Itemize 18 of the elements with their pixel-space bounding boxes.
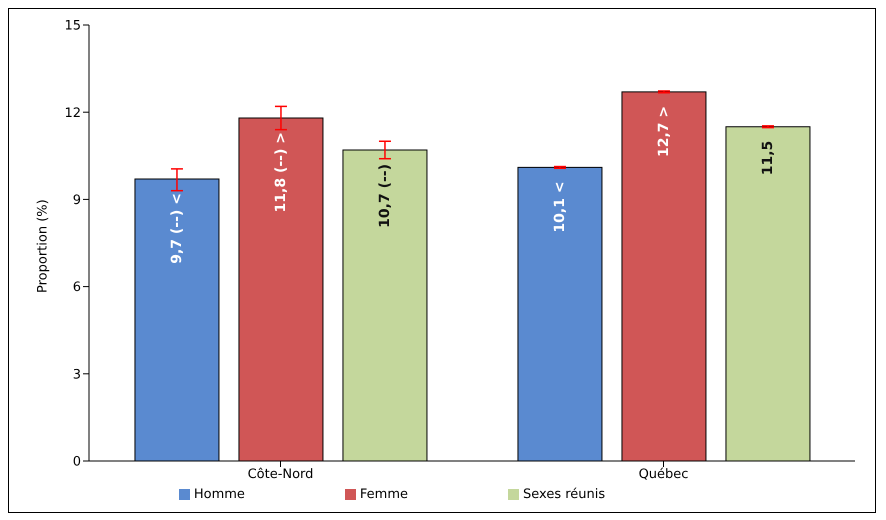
y-axis-title: Proportion (%) [36, 199, 51, 293]
data-label: 12,7 > [656, 106, 672, 158]
x-tick-label: Québec [638, 467, 688, 482]
data-label: 9,7 (--) < [168, 193, 185, 264]
y-tick-label: 3 [72, 367, 81, 382]
y-tick-label: 0 [72, 454, 81, 470]
y-tick-label: 15 [64, 18, 81, 34]
y-tick-label: 9 [72, 193, 81, 208]
data-label: 10,1 < [552, 181, 568, 233]
y-tick-label: 12 [64, 106, 81, 121]
legend-label: Sexes réunis [523, 487, 606, 502]
x-tick-label: Côte-Nord [248, 467, 314, 482]
data-label: 11,8 (--) > [272, 132, 289, 212]
y-tick-label: 6 [72, 280, 81, 296]
data-label: 10,7 (--) [376, 164, 393, 228]
data-label: 11,5 [760, 140, 776, 176]
legend-label: Homme [194, 487, 245, 502]
legend-label: Femme [360, 487, 408, 502]
